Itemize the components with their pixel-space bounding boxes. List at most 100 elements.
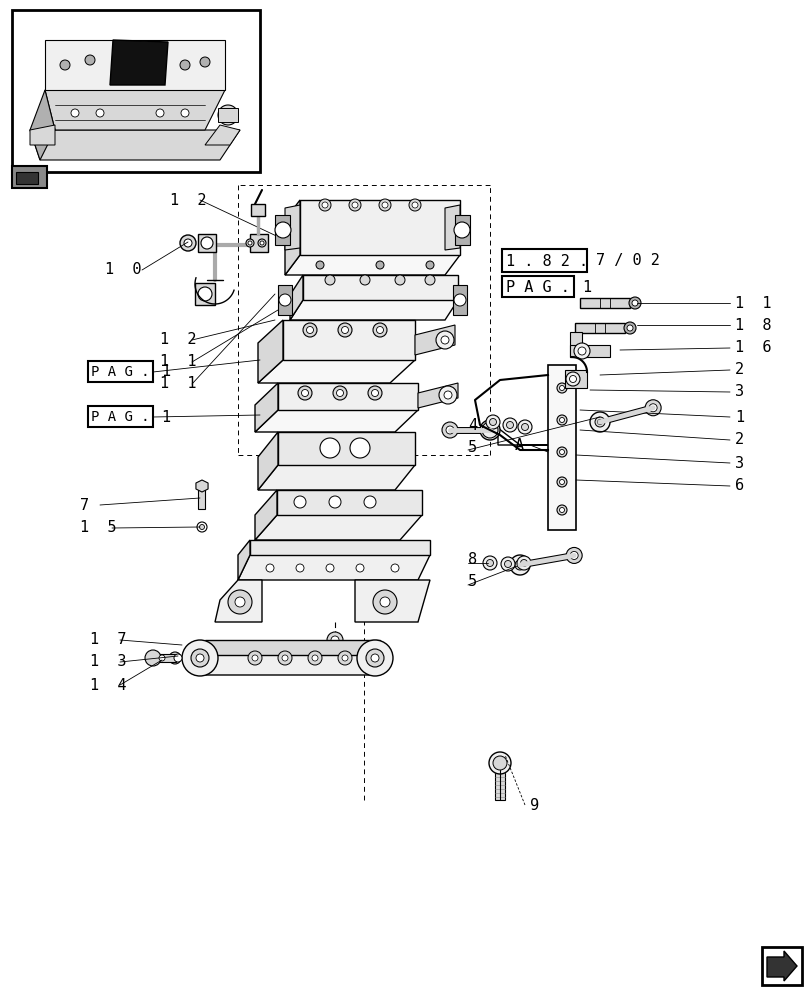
Text: 1  1: 1 1 (160, 355, 196, 369)
Polygon shape (290, 275, 303, 320)
Polygon shape (418, 383, 457, 408)
Bar (195, 283, 215, 305)
Polygon shape (195, 655, 380, 675)
Circle shape (223, 110, 233, 120)
Circle shape (228, 590, 251, 614)
Circle shape (504, 560, 511, 568)
Polygon shape (354, 580, 430, 622)
Circle shape (521, 424, 528, 430)
Text: 5: 5 (467, 574, 477, 589)
Polygon shape (255, 383, 277, 432)
Text: 1  8: 1 8 (734, 318, 770, 332)
Circle shape (436, 331, 453, 349)
Polygon shape (285, 200, 299, 275)
Bar (547, 365, 575, 530)
Bar (564, 370, 586, 388)
Text: 5: 5 (467, 440, 477, 454)
Circle shape (376, 326, 383, 334)
Text: 1  1: 1 1 (734, 296, 770, 310)
Polygon shape (277, 490, 422, 515)
Text: 4: 4 (467, 418, 477, 432)
Circle shape (644, 400, 660, 416)
Circle shape (559, 385, 564, 390)
Circle shape (275, 222, 290, 238)
Polygon shape (277, 383, 418, 410)
Bar (454, 215, 470, 245)
Circle shape (200, 57, 210, 67)
Text: 1  4: 1 4 (90, 678, 127, 692)
Circle shape (590, 412, 609, 432)
Circle shape (517, 420, 531, 434)
Bar (158, 654, 176, 662)
Polygon shape (204, 640, 380, 655)
Circle shape (85, 55, 95, 65)
Circle shape (328, 496, 341, 508)
Polygon shape (299, 200, 460, 255)
Bar (453, 285, 466, 315)
Circle shape (281, 655, 288, 661)
Bar (251, 204, 264, 216)
Circle shape (156, 109, 164, 117)
Circle shape (307, 651, 322, 665)
Circle shape (502, 418, 517, 432)
Circle shape (648, 404, 656, 412)
Circle shape (247, 651, 262, 665)
Polygon shape (290, 300, 457, 320)
Circle shape (556, 383, 566, 393)
Circle shape (298, 386, 311, 400)
Bar (574, 323, 624, 333)
Circle shape (500, 557, 514, 571)
Circle shape (556, 505, 566, 515)
Bar (569, 345, 609, 357)
Circle shape (201, 237, 212, 249)
Circle shape (569, 551, 577, 559)
Circle shape (301, 389, 308, 396)
Circle shape (336, 389, 343, 396)
Circle shape (337, 323, 351, 337)
Polygon shape (255, 410, 418, 432)
Circle shape (296, 564, 303, 572)
Circle shape (315, 261, 324, 269)
Polygon shape (238, 540, 250, 580)
Circle shape (444, 391, 452, 399)
Polygon shape (414, 325, 454, 355)
Circle shape (294, 496, 306, 508)
Circle shape (426, 261, 433, 269)
Text: 1: 1 (161, 410, 170, 424)
Circle shape (372, 323, 387, 337)
Bar (217, 108, 238, 122)
Text: 1  2: 1 2 (160, 332, 196, 348)
Circle shape (506, 422, 513, 428)
Bar (501, 249, 586, 272)
Circle shape (96, 109, 104, 117)
Circle shape (484, 425, 495, 435)
Polygon shape (277, 432, 414, 465)
Circle shape (357, 640, 393, 676)
Circle shape (391, 564, 398, 572)
Text: A: A (514, 438, 523, 452)
Circle shape (279, 294, 290, 306)
Circle shape (489, 418, 496, 426)
Bar (12, 10, 260, 172)
Text: 2: 2 (734, 362, 743, 377)
Circle shape (556, 477, 566, 487)
Polygon shape (16, 172, 38, 184)
Circle shape (556, 415, 566, 425)
Text: 1  5: 1 5 (80, 520, 116, 536)
Circle shape (556, 447, 566, 457)
Circle shape (623, 322, 635, 334)
Circle shape (174, 654, 182, 662)
Polygon shape (45, 40, 225, 90)
Circle shape (441, 422, 457, 438)
Text: 6: 6 (734, 479, 743, 493)
Circle shape (180, 60, 190, 70)
Circle shape (320, 438, 340, 458)
Circle shape (191, 649, 208, 667)
Polygon shape (30, 125, 55, 145)
Polygon shape (258, 432, 277, 490)
Circle shape (559, 480, 564, 485)
Circle shape (234, 597, 245, 607)
Circle shape (409, 199, 420, 211)
Circle shape (217, 105, 238, 125)
Circle shape (181, 109, 189, 117)
